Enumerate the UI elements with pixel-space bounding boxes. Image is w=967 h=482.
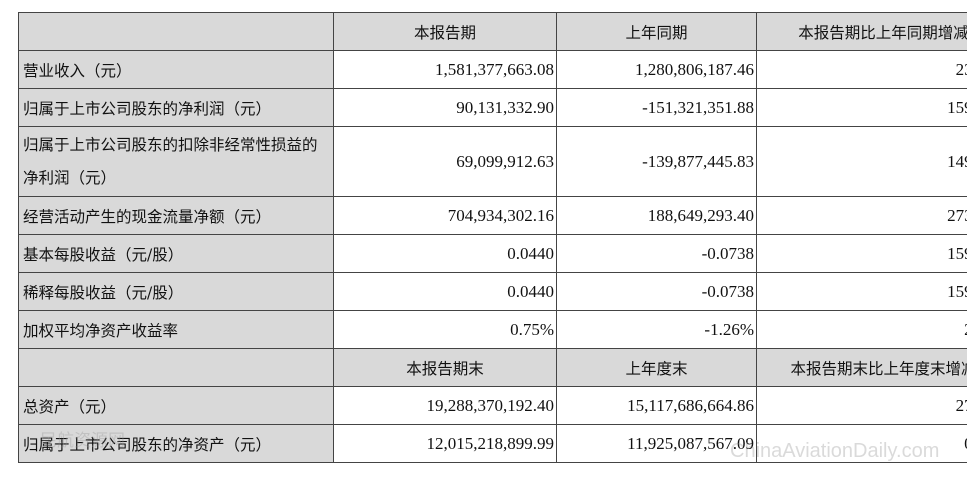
- cell-value: 27.59%: [756, 386, 967, 425]
- cell-value: 11,925,087,567.09: [556, 424, 757, 463]
- cell-value: 69,099,912.63: [333, 126, 557, 197]
- financial-summary-table: 本报告期 上年同期 本报告期比上年同期增减 营业收入（元） 1,581,377,663.…: [18, 12, 967, 463]
- cell-value: -0.0738: [556, 272, 757, 311]
- column-header: [18, 12, 334, 51]
- row-label: 归属于上市公司股东的净利润（元）: [18, 88, 334, 127]
- row-label: 加权平均净资产收益率: [18, 310, 334, 349]
- row-label: 基本每股收益（元/股）: [18, 234, 334, 273]
- cell-value: 159.56%: [756, 88, 967, 127]
- cell-value: 704,934,302.16: [333, 196, 557, 235]
- row-label: 稀释每股收益（元/股）: [18, 272, 334, 311]
- cell-value: 0.0440: [333, 272, 557, 311]
- cell-value: 0.76%: [756, 424, 967, 463]
- cell-value: -139,877,445.83: [556, 126, 757, 197]
- column-header: 上年同期: [556, 12, 757, 51]
- column-header: [18, 348, 334, 387]
- row-label: 总资产（元）: [18, 386, 334, 425]
- table-row: 稀释每股收益（元/股）0.0440-0.0738159.62%: [18, 272, 967, 311]
- cell-value: 1,581,377,663.08: [333, 50, 557, 89]
- table-row: 归属于上市公司股东的净利润（元） 90,131,332.90 -151,321,35…: [18, 88, 967, 127]
- cell-value: 19,288,370,192.40: [333, 386, 557, 425]
- table-row: 总资产（元） 19,288,370,192.40 15,117,686,664.86…: [18, 386, 967, 425]
- cell-value: -151,321,351.88: [556, 88, 757, 127]
- cell-value: 0.75%: [333, 310, 557, 349]
- cell-value: 23.47%: [756, 50, 967, 89]
- cell-value: 159.62%: [756, 234, 967, 273]
- cell-value: 12,015,218,899.99: [333, 424, 557, 463]
- column-header: 本报告期末比上年度末增减: [756, 348, 967, 387]
- column-header: 上年度末: [556, 348, 757, 387]
- table-row: 经营活动产生的现金流量净额（元） 704,934,302.16 188,649,29…: [18, 196, 967, 235]
- table-header-row: 本报告期 上年同期 本报告期比上年同期增减: [18, 12, 967, 51]
- column-header: 本报告期: [333, 12, 557, 51]
- column-header: 本报告期比上年同期增减: [756, 12, 967, 51]
- cell-value: 273.67%: [756, 196, 967, 235]
- cell-value: 159.62%: [756, 272, 967, 311]
- cell-value: 2.01%: [756, 310, 967, 349]
- cell-value: 0.0440: [333, 234, 557, 273]
- table-row: 基本每股收益（元/股）0.0440-0.0738159.62%: [18, 234, 967, 273]
- table-header-row: 本报告期末 上年度末 本报告期末比上年度末增减: [18, 348, 967, 387]
- cell-value: 15,117,686,664.86: [556, 386, 757, 425]
- row-label: 经营活动产生的现金流量净额（元）: [18, 196, 334, 235]
- cell-value: 149.40%: [756, 126, 967, 197]
- row-label: 归属于上市公司股东的扣除非经常性损益的净利润（元）: [18, 126, 334, 197]
- cell-value: 188,649,293.40: [556, 196, 757, 235]
- cell-value: 90,131,332.90: [333, 88, 557, 127]
- cell-value: -1.26%: [556, 310, 757, 349]
- column-header: 本报告期末: [333, 348, 557, 387]
- row-label: 营业收入（元）: [18, 50, 334, 89]
- table-row: 归属于上市公司股东的净资产（元） 12,015,218,899.99 11,925,…: [18, 424, 967, 463]
- cell-value: 1,280,806,187.46: [556, 50, 757, 89]
- table-row: 归属于上市公司股东的扣除非经常性损益的净利润（元） 69,099,912.63 -1…: [18, 126, 967, 197]
- row-label: 归属于上市公司股东的净资产（元）: [18, 424, 334, 463]
- cell-value: -0.0738: [556, 234, 757, 273]
- table-row: 营业收入（元） 1,581,377,663.08 1,280,806,187.46 2…: [18, 50, 967, 89]
